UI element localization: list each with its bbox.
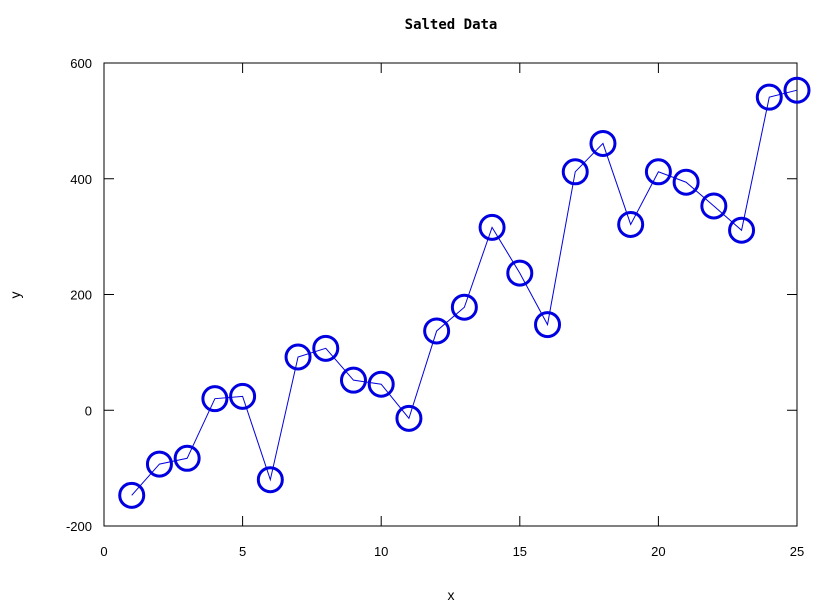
x-axis-label: x xyxy=(448,587,455,603)
ticks: 0 5 10 15 20 25 -200 0 200 400 600 xyxy=(66,56,804,559)
data-point xyxy=(755,83,783,111)
data-point xyxy=(728,216,756,244)
x-tick-label: 0 xyxy=(100,544,107,559)
data-point xyxy=(644,158,672,186)
data-point xyxy=(700,192,728,220)
x-tick-label: 15 xyxy=(513,544,527,559)
series-group xyxy=(118,76,811,509)
data-point xyxy=(312,334,340,362)
x-tick-label: 20 xyxy=(651,544,665,559)
data-point xyxy=(145,450,173,478)
data-point xyxy=(450,293,478,321)
data-point xyxy=(506,259,534,287)
y-tick-label: 0 xyxy=(85,403,92,418)
data-point xyxy=(173,444,201,472)
chart-title: Salted Data xyxy=(405,17,498,33)
data-point xyxy=(118,481,146,509)
data-point xyxy=(339,366,367,394)
x-tick-label: 10 xyxy=(374,544,388,559)
data-point xyxy=(229,382,257,410)
data-point xyxy=(589,129,617,157)
data-point xyxy=(561,158,589,186)
data-point xyxy=(256,466,284,494)
data-point xyxy=(423,317,451,345)
y-tick-label: 600 xyxy=(70,56,92,71)
y-tick-label: -200 xyxy=(66,519,92,534)
data-point xyxy=(395,404,423,432)
data-point xyxy=(201,385,229,413)
data-point xyxy=(367,370,395,398)
data-point xyxy=(478,213,506,241)
data-point xyxy=(617,210,645,238)
data-point xyxy=(534,311,562,339)
data-point xyxy=(284,343,312,371)
x-tick-label: 5 xyxy=(239,544,246,559)
x-tick-label: 25 xyxy=(790,544,804,559)
y-tick-label: 200 xyxy=(70,288,92,303)
data-point xyxy=(672,168,700,196)
series-line xyxy=(131,89,798,496)
y-axis-label: y xyxy=(7,292,23,299)
y-tick-label: 400 xyxy=(70,172,92,187)
data-point xyxy=(783,76,811,104)
